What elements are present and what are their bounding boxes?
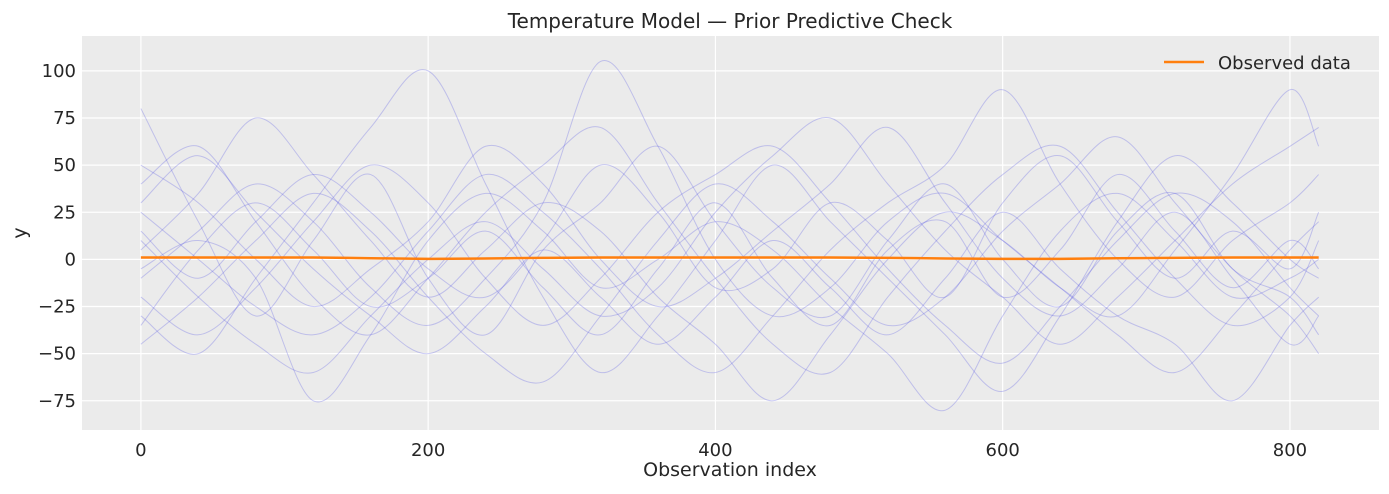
x-axis-label: Observation index	[643, 459, 817, 481]
y-tick-label: 100	[42, 61, 76, 82]
prior-sample-line	[140, 126, 1320, 375]
observed-series	[140, 256, 1319, 261]
y-tick-label: 25	[53, 202, 76, 223]
prior-sample-line	[140, 174, 1320, 336]
x-tick-label: 600	[986, 440, 1020, 461]
prior-sample-line	[140, 136, 1320, 384]
observed-data-line	[140, 256, 1319, 261]
y-tick-label: −50	[38, 344, 76, 365]
prior-sample-line	[140, 145, 1320, 364]
x-tick-label: 400	[698, 440, 732, 461]
y-tick-label: −75	[38, 391, 76, 412]
prior-sample-line	[140, 192, 1319, 412]
prior-sample-line	[140, 60, 1320, 374]
prior-samples	[140, 60, 1320, 412]
x-tick-labels: 0 200 400 600 800	[135, 440, 1307, 461]
prior-sample-line	[140, 69, 1319, 392]
chart-title: Temperature Model — Prior Predictive Che…	[507, 9, 953, 33]
prior-sample-line	[140, 89, 1320, 402]
legend: Observed data	[1164, 53, 1351, 74]
prior-sample-line	[140, 89, 1320, 374]
y-tick-label: 50	[53, 155, 76, 176]
x-tick-label: 800	[1273, 440, 1307, 461]
plot-area	[82, 36, 1379, 430]
prior-sample-line	[140, 126, 1320, 346]
y-tick-label: 75	[53, 108, 76, 129]
legend-observed-label: Observed data	[1218, 53, 1351, 74]
prior-sample-line	[140, 108, 1320, 336]
y-axis-label: y	[9, 227, 31, 238]
y-tick-label: 0	[65, 249, 76, 270]
prior-sample-line	[140, 117, 1319, 374]
prior-sample-line	[140, 155, 1320, 402]
y-tick-labels: −75 −50 −25 0 25 50 75 100	[38, 61, 76, 412]
prior-sample-line	[140, 155, 1320, 299]
x-tick-label: 200	[411, 440, 445, 461]
y-tick-label: −25	[38, 297, 76, 318]
grid-lines	[82, 36, 1379, 430]
x-tick-label: 0	[135, 440, 146, 461]
